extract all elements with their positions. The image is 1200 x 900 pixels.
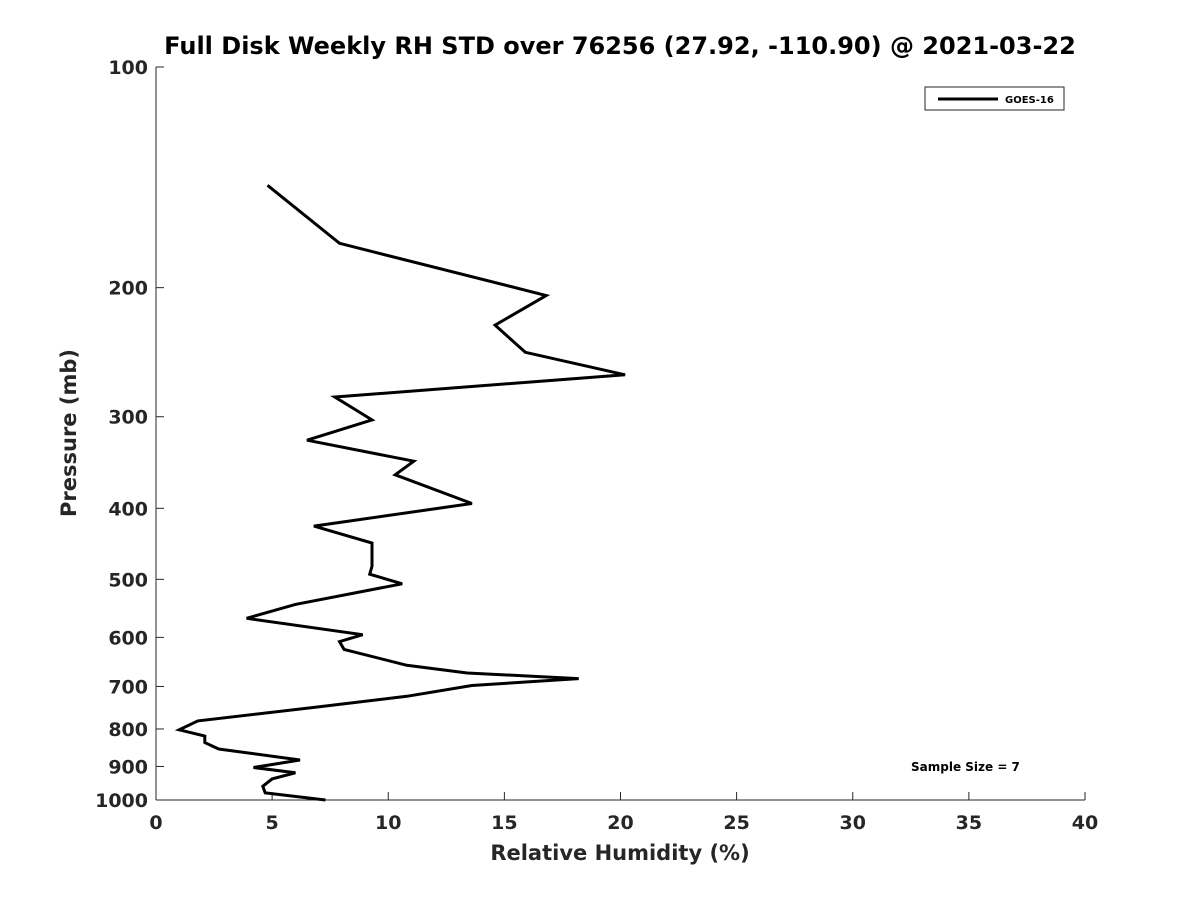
y-tick-label: 600 (108, 627, 148, 649)
x-tick-label: 25 (723, 812, 749, 834)
x-axis-label: Relative Humidity (%) (490, 841, 749, 865)
y-tick-label: 200 (108, 278, 148, 300)
y-tick-label: 500 (108, 569, 148, 591)
y-axis-label: Pressure (mb) (57, 349, 81, 517)
x-tick-label: 0 (149, 812, 162, 834)
legend: GOES-16 (924, 86, 1065, 111)
x-tick-label: 5 (266, 812, 279, 834)
y-tick-label: 900 (108, 756, 148, 778)
y-tick-label: 400 (108, 498, 148, 520)
x-ticks: 0 5 10 15 20 25 30 35 40 (149, 792, 1098, 834)
x-tick-label: 15 (491, 812, 517, 834)
y-ticks: 100 200 300 400 500 600 700 800 900 1000 (95, 57, 164, 812)
x-tick-label: 40 (1072, 812, 1098, 834)
x-tick-label: 35 (956, 812, 982, 834)
y-tick-label: 100 (108, 57, 148, 79)
x-tick-label: 10 (375, 812, 401, 834)
y-tick-label: 700 (108, 676, 148, 698)
series-group (174, 184, 626, 802)
plot-frame (155, 67, 1085, 801)
y-tick-label: 1000 (95, 790, 148, 812)
y-tick-label: 300 (108, 407, 148, 429)
x-tick-label: 20 (607, 812, 633, 834)
sample-size-annotation: Sample Size = 7 (911, 760, 1020, 774)
series-line-goes-16 (174, 184, 626, 802)
y-tick-label: 800 (108, 719, 148, 741)
x-tick-label: 30 (840, 812, 866, 834)
legend-label-goes-16: GOES-16 (1005, 95, 1054, 106)
chart-title: Full Disk Weekly RH STD over 76256 (27.9… (164, 32, 1076, 60)
